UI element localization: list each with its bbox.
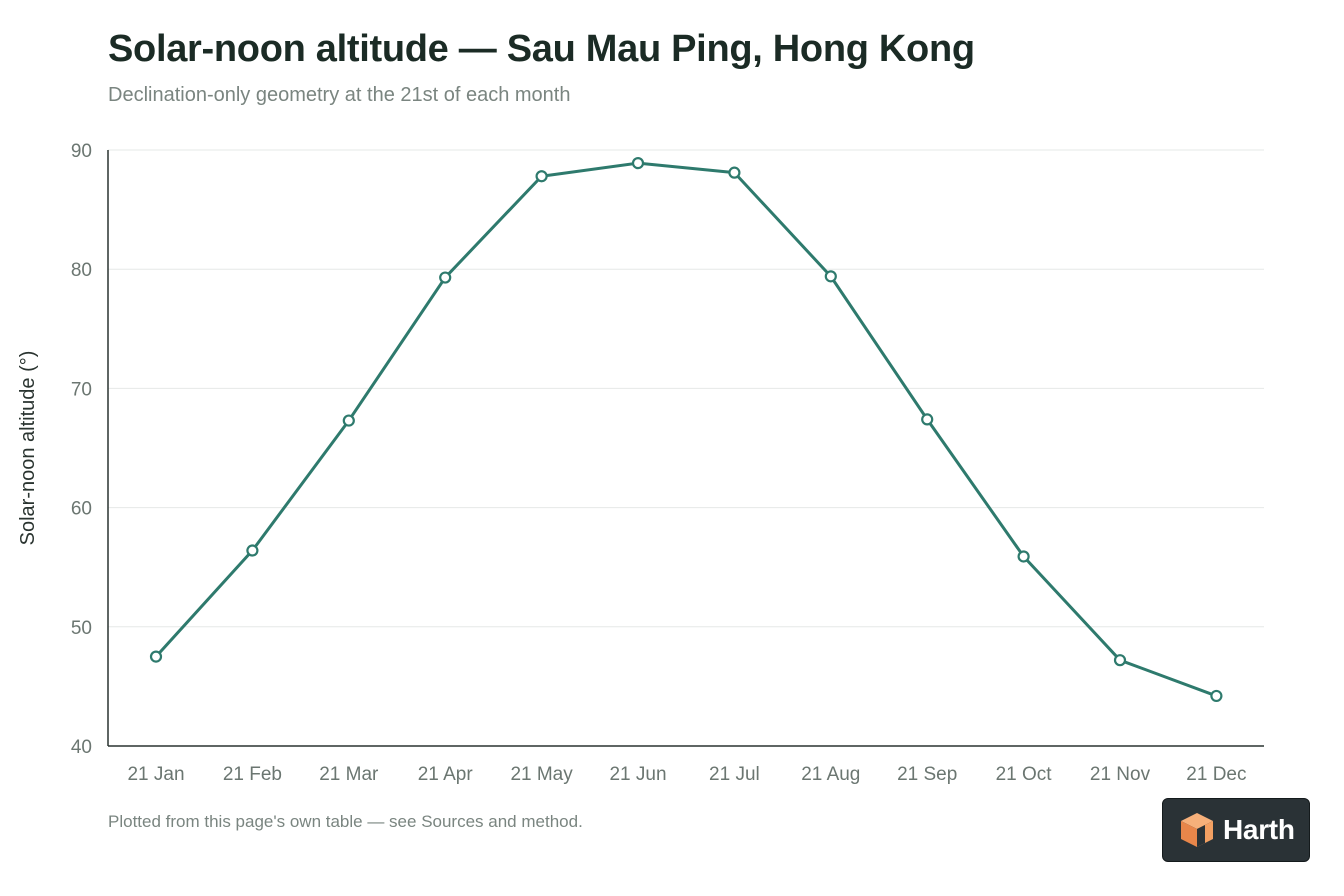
cube-logo-icon	[1181, 813, 1213, 847]
harth-badge[interactable]: Harth	[1162, 798, 1310, 862]
x-tick-label: 21 Sep	[897, 764, 957, 785]
data-point[interactable]	[246, 544, 259, 557]
y-axis-label: Solar-noon altitude (°)	[17, 351, 39, 546]
data-point[interactable]	[921, 413, 934, 426]
series-line	[154, 161, 1218, 698]
x-tick-labels: 21 Jan 21 Feb 21 Mar 21 Apr 21 May 21 Jun 21 J…	[127, 764, 1246, 785]
badge-label: Harth	[1223, 814, 1295, 845]
x-tick-label: 21 Apr	[418, 764, 474, 785]
y-tick-label: 70	[71, 379, 92, 400]
x-tick-label: 21 Aug	[801, 764, 860, 785]
chart-title: Solar-noon altitude — Sau Mau Ping, Hong…	[108, 28, 975, 70]
data-point[interactable]	[342, 414, 355, 427]
x-tick-label: 21 Oct	[996, 764, 1053, 785]
y-tick-label: 50	[71, 618, 92, 639]
data-point[interactable]	[728, 166, 741, 179]
data-point[interactable]	[1113, 654, 1127, 667]
series-layer	[149, 157, 1223, 703]
x-tick-label: 21 May	[510, 764, 573, 785]
data-point[interactable]	[631, 157, 645, 170]
data-point[interactable]	[824, 270, 837, 283]
data-point[interactable]	[1017, 550, 1030, 563]
source-footnote: Plotted from this page's own table — see…	[108, 812, 583, 831]
x-tick-label: 21 Feb	[223, 764, 282, 785]
chart-subtitle: Declination-only geometry at the 21st of…	[108, 84, 571, 106]
gridlines	[108, 149, 1264, 628]
y-tick-label: 60	[71, 499, 92, 520]
y-tick-label: 80	[71, 260, 92, 281]
x-tick-label: 21 Nov	[1090, 764, 1151, 785]
y-tick-labels: 40 50 60 70 80 90	[71, 141, 92, 758]
axes	[107, 150, 1264, 747]
data-point[interactable]	[149, 650, 163, 663]
y-tick-label: 90	[71, 141, 92, 162]
data-point[interactable]	[1210, 689, 1223, 703]
x-tick-label: 21 Jun	[609, 764, 666, 785]
data-point[interactable]	[535, 170, 548, 183]
y-tick-label: 40	[71, 737, 92, 758]
x-tick-label: 21 Jan	[127, 764, 184, 785]
x-tick-label: 21 Jul	[709, 764, 760, 785]
x-tick-label: 21 Dec	[1186, 764, 1246, 785]
x-tick-label: 21 Mar	[319, 764, 379, 785]
data-point[interactable]	[439, 271, 452, 284]
